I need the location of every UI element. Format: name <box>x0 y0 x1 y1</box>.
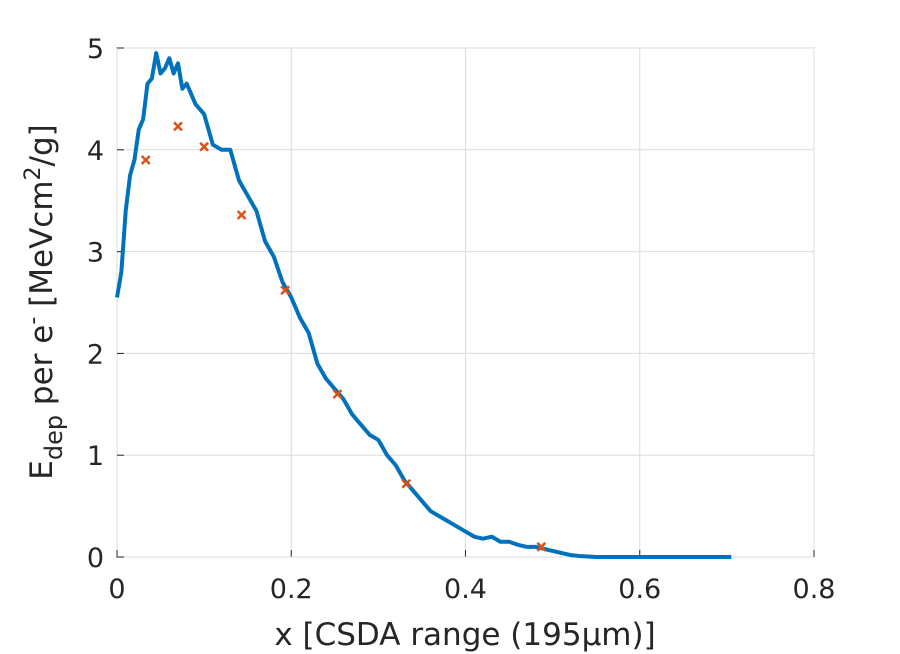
scatter-point <box>199 141 210 152</box>
y-tick-label: 4 <box>87 136 104 167</box>
y-tick-label: 3 <box>87 238 104 269</box>
y-tick-label: 5 <box>87 34 104 65</box>
x-tick-label: 0.4 <box>444 574 487 605</box>
data-line <box>115 51 732 559</box>
scatter-point <box>236 210 247 220</box>
y-label-part: [MeVcm <box>24 180 60 316</box>
x-axis-label: x [CSDA range (195μm)] <box>274 617 655 653</box>
y-label-part: per e <box>24 325 60 415</box>
x-tick-label: 0.8 <box>793 574 836 605</box>
y-label-part: /g] <box>24 124 60 166</box>
y-tick-label: 0 <box>87 543 104 574</box>
y-label-part: 2 <box>21 166 46 180</box>
scatter-point <box>173 121 183 132</box>
x-tick-label: 0 <box>108 574 125 605</box>
y-label-part: E <box>24 460 60 480</box>
y-tick-label: 1 <box>87 441 104 472</box>
scatter-point <box>536 541 547 552</box>
x-tick-label: 0.2 <box>270 574 313 605</box>
x-tick-label: 0.6 <box>618 574 661 605</box>
scatter-point <box>140 155 151 165</box>
scatter-point <box>332 389 343 400</box>
y-axis-label: Edep per e- [MeVcm2/g] <box>21 124 68 480</box>
y-label-part: dep <box>40 415 68 460</box>
scatter-point <box>401 478 412 489</box>
y-label-part: - <box>21 317 46 325</box>
scatter-point <box>280 285 291 296</box>
y-tick-label: 2 <box>87 339 104 370</box>
